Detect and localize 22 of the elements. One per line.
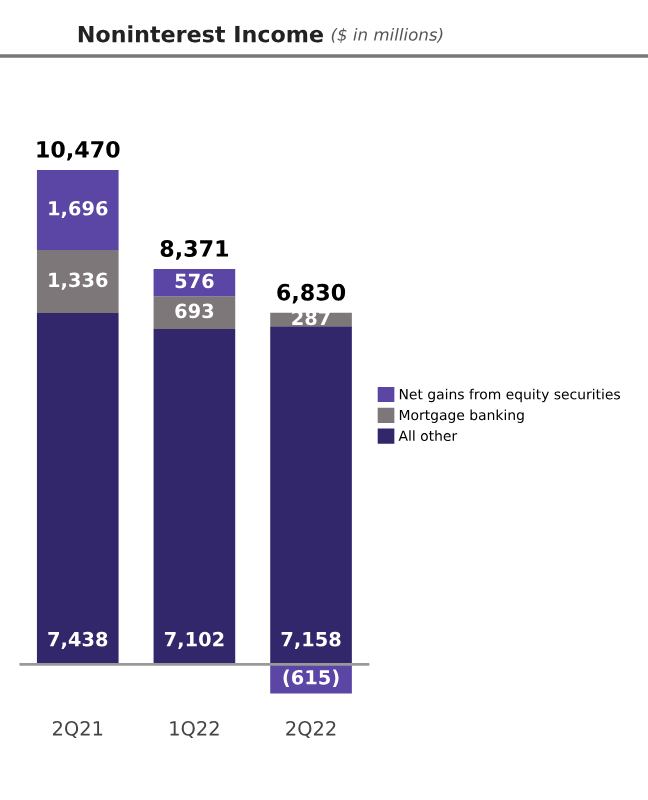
data-label: 1,336 bbox=[49, 272, 108, 290]
data-label: 7,438 bbox=[48, 631, 108, 649]
bar bbox=[270, 326, 352, 665]
bar bbox=[153, 296, 236, 329]
chart-subtitle: ($ in millions) bbox=[331, 27, 443, 44]
total-label: 10,470 bbox=[37, 140, 120, 161]
data-label: 7,102 bbox=[164, 631, 224, 649]
data-label: 7,158 bbox=[281, 631, 341, 649]
x-tick-label: 1Q22 bbox=[170, 721, 219, 738]
total-label: 8,371 bbox=[160, 240, 229, 260]
chart-title: Noninterest Income bbox=[78, 25, 323, 43]
x-tick-label: 2Q21 bbox=[52, 721, 103, 738]
bar bbox=[36, 250, 119, 314]
bar bbox=[153, 328, 236, 665]
bar bbox=[36, 169, 119, 251]
x-tick-label: 2Q22 bbox=[286, 721, 336, 738]
data-label: 576 bbox=[175, 273, 214, 289]
bar bbox=[36, 313, 119, 665]
data-label: 693 bbox=[175, 303, 214, 319]
data-label: (615) bbox=[283, 669, 339, 687]
data-label: 1,696 bbox=[49, 200, 108, 219]
total-label: 6,830 bbox=[277, 283, 346, 304]
